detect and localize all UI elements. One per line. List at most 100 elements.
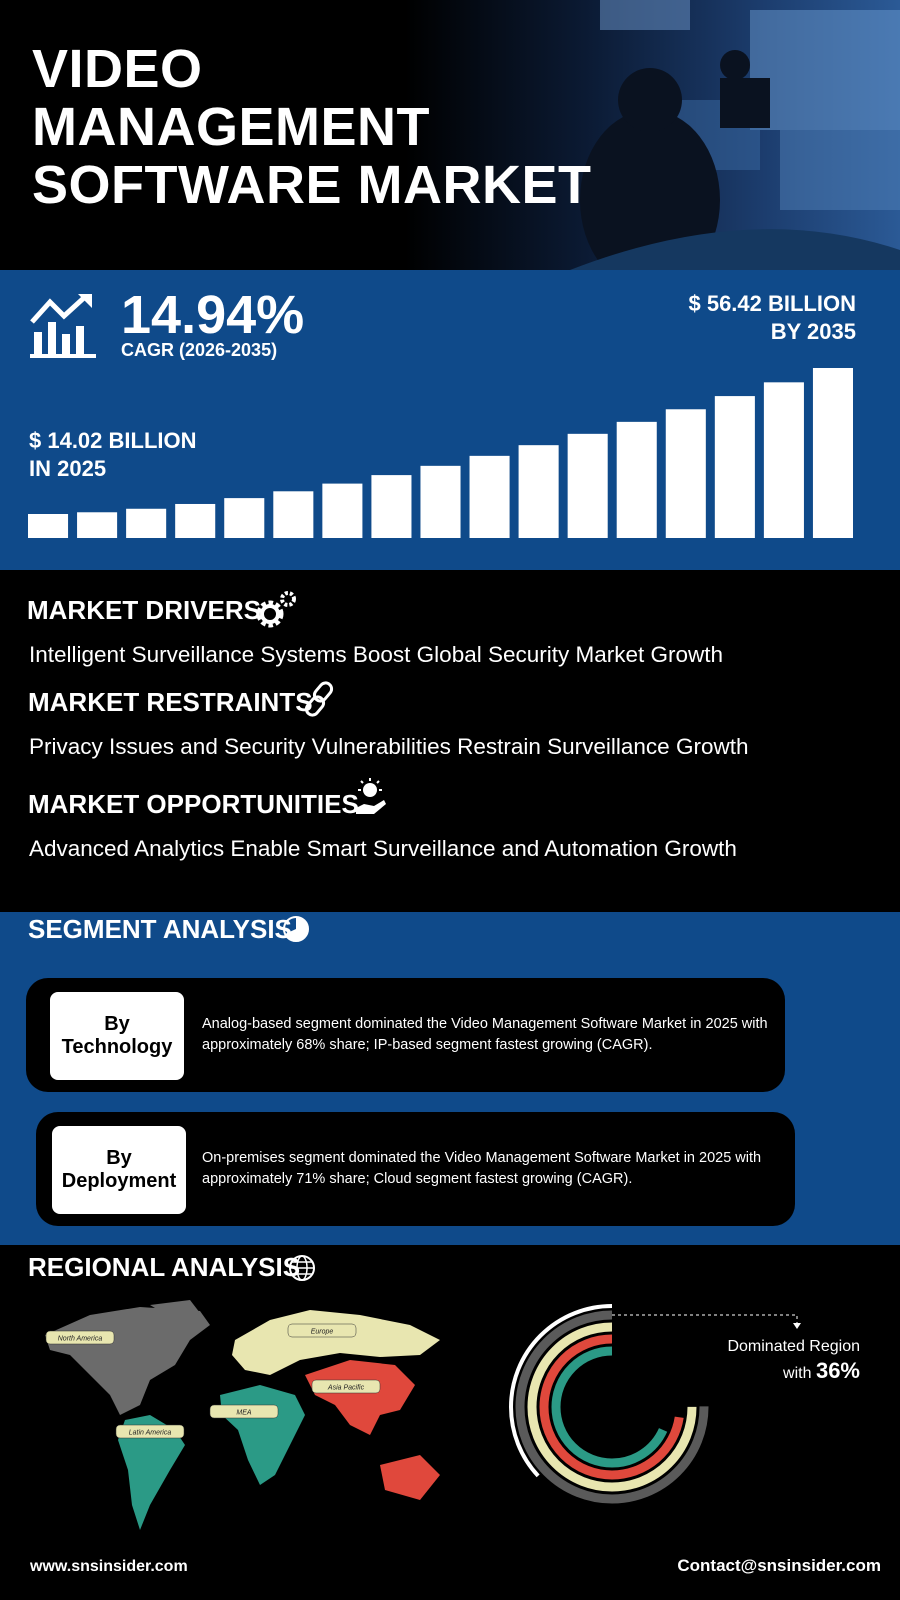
segment-label-line: By [106,1147,132,1169]
donut-ring [527,1322,697,1492]
segment-label-line: Deployment [61,1170,177,1192]
segment-label: By Technology [50,992,184,1080]
silhouette [720,78,770,128]
end-year: BY 2035 [770,319,856,344]
segment-text-line: approximately 71% share; Cloud segment f… [202,1171,633,1187]
title-line: VIDEO [32,39,203,99]
link [304,695,326,717]
bulb [363,783,377,797]
map-labels: North America Europe Asia Pacific MEA Latin … [45,1323,381,1439]
growth-bar [224,498,265,538]
section-heading: MARKET RESTRAINTS [28,687,313,717]
rays [358,778,382,791]
dominated-value: 36% [815,1358,860,1383]
donut-accent [509,1304,715,1510]
footer-contact: Contact@snsinsider.com [677,1556,881,1575]
map-label: Asia Pacific [327,1385,365,1392]
map-tag [115,1424,185,1439]
segment-label-line: By [104,1013,130,1035]
growth-bar [126,508,167,538]
icon-bar [48,322,56,354]
pie-slice [285,917,308,941]
growth-bar [420,465,461,538]
segment-card: By Deployment On-premises segment domina… [36,1112,795,1226]
screen [780,130,900,210]
dominated-label: Dominated Region [727,1338,860,1355]
growth-bar [812,368,853,538]
map-mea [220,1385,305,1485]
icon-bar [62,334,70,354]
growth-bar [28,514,69,538]
section-heading: REGIONAL ANALYSIS [28,1252,301,1282]
growth-bar [714,396,755,538]
map-tag [209,1404,279,1419]
map-north-america [45,1307,210,1415]
section-heading: SEGMENT ANALYSIS [28,914,292,944]
growth-bar [763,382,804,538]
segment-label: By Deployment [52,1126,186,1214]
leader-line [612,1314,798,1325]
title-line: SOFTWARE MARKET [32,155,592,215]
map-europe [232,1310,440,1375]
hand [356,800,386,814]
donut [509,1304,715,1510]
map-tag [311,1379,381,1394]
segment-text-line: approximately 68% share; IP-based segmen… [202,1037,653,1053]
growth-bar [518,445,559,538]
pie-icon [283,916,309,942]
gear [280,591,296,607]
link [312,681,334,703]
dynamics-section: MARKET DRIVERS Intelligent Surveillance … [0,570,900,912]
icon-base [30,354,96,358]
silhouette [618,68,682,132]
map-greenland [150,1300,200,1323]
growth-bar [273,491,314,538]
map-label: MEA [236,1410,252,1417]
icon-bar [76,326,84,354]
growth-bar [469,455,510,538]
growth-bar [567,433,608,538]
segment-section: SEGMENT ANALYSIS By Technology Analog-ba… [0,912,900,1245]
map-tag [287,1323,357,1338]
footer-website: www.snsinsider.com [30,1558,188,1575]
idea-icon [356,778,386,814]
segment-label-line: Technology [61,1036,173,1058]
segment-text-line: On-premises segment dominated the Video … [202,1150,762,1166]
gear [260,604,280,624]
dynamics-text: Advanced Analytics Enable Smart Surveill… [29,836,737,861]
globe-icon [289,1255,315,1281]
icon-line [30,294,88,324]
cagr-label: CAGR (2026-2035) [121,340,278,360]
title-line: MANAGEMENT [32,97,430,157]
icon-bar [34,332,42,354]
dominated-line: with 36% [727,1359,860,1386]
growth-icon [30,294,96,358]
growth-bar [616,421,657,538]
chain-icon [304,681,334,717]
regional-section: REGIONAL ANALYSIS North America Europe Asi… [0,1245,900,1600]
regional-graphics: North America Europe Asia Pacific MEA Latin … [45,1300,801,1530]
end-value: $ 56.42 BILLION [688,291,856,316]
desk [570,229,900,270]
map-label: Europe [311,1329,334,1336]
growth-bar [371,475,412,538]
map-label: Latin America [129,1430,172,1437]
screen [600,0,690,30]
dynamics-text: Intelligent Surveillance Systems Boost G… [29,642,724,667]
map-tag [45,1330,115,1345]
start-forecast: $ 14.02 BILLION IN 2025 [29,427,197,483]
leader-arrow [793,1323,801,1329]
icon-arrow [78,294,92,308]
segment-text: On-premises segment dominated the Video … [202,1148,761,1190]
start-value: $ 14.02 BILLION [29,428,197,453]
growth-bar [322,483,363,538]
growth-section: 14.94% CAGR (2026-2035) $ 56.42 BILLION … [0,270,900,570]
cagr-value: 14.94% [121,285,305,345]
end-forecast: $ 56.42 BILLION BY 2035 [688,290,856,346]
dominated-label: with [783,1365,812,1382]
header: VIDEO MANAGEMENT SOFTWARE MARKET [0,0,900,270]
header-backdrop [570,0,900,270]
map-oceania [380,1455,440,1500]
growth-bars [28,368,853,538]
